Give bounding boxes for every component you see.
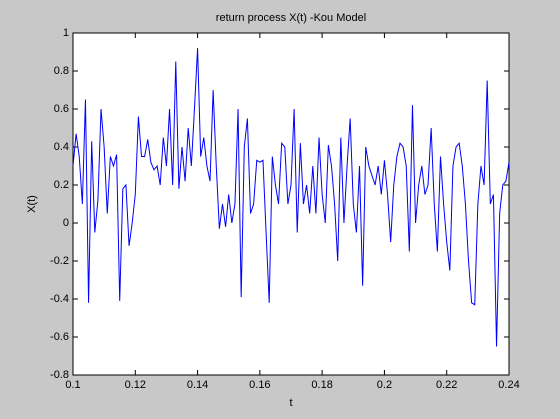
y-tick-label: -0.6 — [50, 331, 69, 343]
y-tick-label: -0.4 — [50, 293, 69, 305]
y-tick-label: 0.8 — [54, 65, 69, 77]
x-tick-label: 0.24 — [498, 379, 519, 391]
axes-box — [72, 32, 510, 376]
y-tick-label: -0.2 — [50, 255, 69, 267]
x-tick-label: 0.1 — [65, 379, 80, 391]
x-tick-label: 0.22 — [436, 379, 457, 391]
chart-title: return process X(t) -Kou Model — [216, 12, 366, 24]
data-line — [72, 48, 510, 347]
x-axis-label: t — [289, 397, 292, 409]
y-tick-label: 0.4 — [54, 141, 69, 153]
y-tick-label: 0.2 — [54, 179, 69, 191]
y-tick-label: -0.8 — [50, 369, 69, 381]
x-tick-label: 0.12 — [125, 379, 146, 391]
x-tick-label: 0.16 — [249, 379, 270, 391]
y-tick-label: 1 — [63, 27, 69, 39]
y-tick-label: 0 — [63, 217, 69, 229]
x-tick-label: 0.14 — [187, 379, 208, 391]
y-axis-label: X(t) — [26, 195, 38, 213]
x-tick-label: 0.18 — [311, 379, 332, 391]
x-tick-label: 0.2 — [377, 379, 392, 391]
y-tick-label: 0.6 — [54, 103, 69, 115]
